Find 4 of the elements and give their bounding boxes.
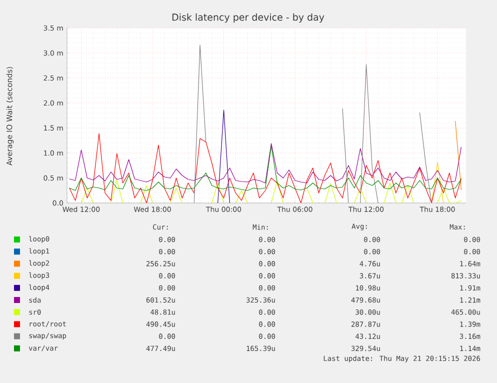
line-series [69, 133, 462, 203]
line-series [69, 143, 462, 184]
chart-title: Disk latency per device - by day [172, 13, 324, 23]
line-series [69, 146, 462, 191]
